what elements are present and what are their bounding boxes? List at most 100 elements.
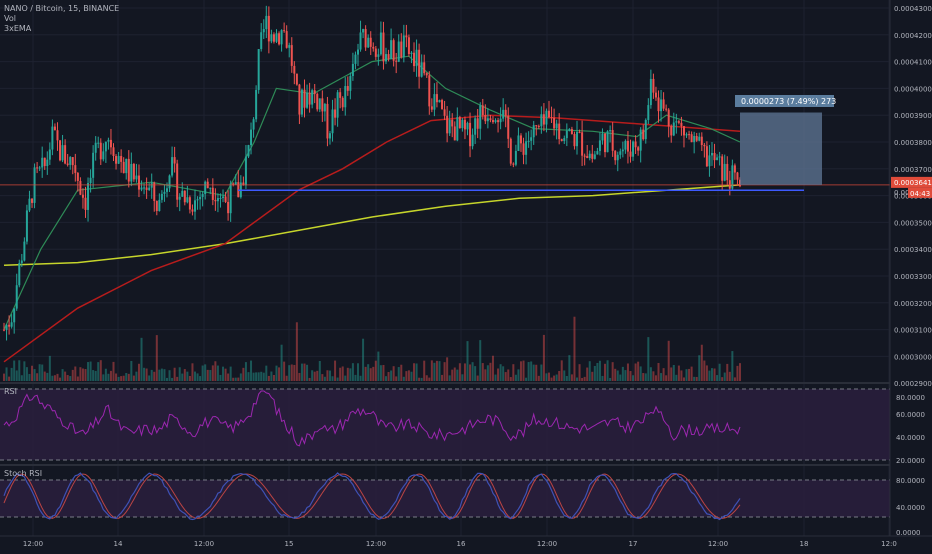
candle-body [642,129,645,140]
price-axis-bg [890,0,932,550]
candle-body [583,155,586,157]
volume-bar [672,364,675,381]
candle-body [578,131,581,133]
candle-body [563,138,566,142]
candle-body [545,110,548,125]
volume-bar [176,376,179,381]
candle-body [244,156,247,186]
candle-body [693,135,696,143]
candle-body [204,181,207,195]
candle-body [155,201,158,211]
rsi-pane-label[interactable]: RSI [4,387,17,396]
volume-bar [364,366,367,381]
volume-bar [362,338,365,381]
volume-bar [242,367,245,381]
volume-bar [700,344,703,381]
volume-bar [693,376,696,381]
candle-body [665,108,668,110]
candle-body [395,60,398,62]
candle-body [224,196,227,202]
volume-bar [451,369,454,381]
candle-body [89,177,92,183]
volume-bar [356,363,359,381]
volume-bar [237,377,240,381]
volume-bar [120,376,123,381]
candle-body [87,182,90,210]
candle-body [102,151,105,160]
volume-bar [278,367,281,381]
candle-body [435,94,438,103]
price-tick-label: 0.0003300 [894,273,932,281]
volume-label[interactable]: Vol [4,14,16,23]
volume-bar [346,367,349,381]
volume-bar [675,374,678,381]
candle-body [374,48,377,57]
candle-body [385,54,388,62]
volume-bar [163,369,166,381]
candle-body [726,163,729,181]
candle-body [695,135,698,141]
volume-bar [51,375,54,381]
stoch-rsi-pane-label[interactable]: Stoch RSI [4,469,43,478]
volume-bar [23,361,26,381]
volume-bar [87,362,90,381]
candle-body [13,308,16,323]
candle-body [736,172,739,180]
price-tick-label: 0.0004000 [894,85,932,93]
volume-bar [267,375,270,381]
candle-body [38,167,41,169]
volume-bar [558,371,561,381]
volume-bar [486,365,489,381]
volume-bar [257,372,260,381]
volume-bar [344,375,347,381]
time-tick-label: 12:00 [708,540,728,548]
candle-body [558,123,561,140]
volume-bar [313,371,316,381]
candle-body [540,114,543,127]
volume-bar [430,360,433,381]
volume-bar [601,375,604,381]
candle-body [682,126,685,136]
volume-bar [647,337,650,381]
candle-body [606,131,609,153]
volume-bar [255,372,258,381]
candle-body [654,92,657,98]
volume-bar [53,375,56,381]
volume-bar [530,361,533,381]
volume-bar [8,376,11,381]
volume-bar [155,335,158,381]
volume-bar [418,377,421,381]
candle-body [214,199,217,202]
volume-bar [413,363,416,381]
candle-body [295,73,298,85]
symbol-title[interactable]: NANO / Bitcoin, 15, BINANCE [4,4,120,13]
candle-body [662,99,665,109]
volume-bar [731,351,734,381]
volume-bar [84,369,87,381]
rsi-tick-label: 20.0000 [896,457,925,465]
measure-label: 0.0000273 (7.49%) 273 [741,97,836,106]
volume-bar [59,377,62,381]
volume-bar [285,375,288,381]
candle-body [410,52,413,55]
candle-body [79,180,82,195]
partial-price-label: 0.00 [894,189,910,197]
candle-body [448,119,451,134]
price-tick-label: 0.0003400 [894,246,932,254]
volume-bar [443,362,446,381]
ema-label[interactable]: 3xEMA [4,24,32,33]
candle-body [593,154,596,159]
candle-body [275,33,278,42]
candle-body [69,157,72,165]
volume-bar [680,370,683,381]
candle-body [132,163,135,180]
volume-bar [555,374,558,381]
stoch-tick-label: 80.0000 [896,477,925,485]
candle-body [553,117,556,129]
candle-body [168,175,171,189]
rsi-tick-label: 60.0000 [896,411,925,419]
candle-body [604,133,607,153]
chart-legend: NANO / Bitcoin, 15, BINANCE Vol 3xEMA [4,4,119,34]
